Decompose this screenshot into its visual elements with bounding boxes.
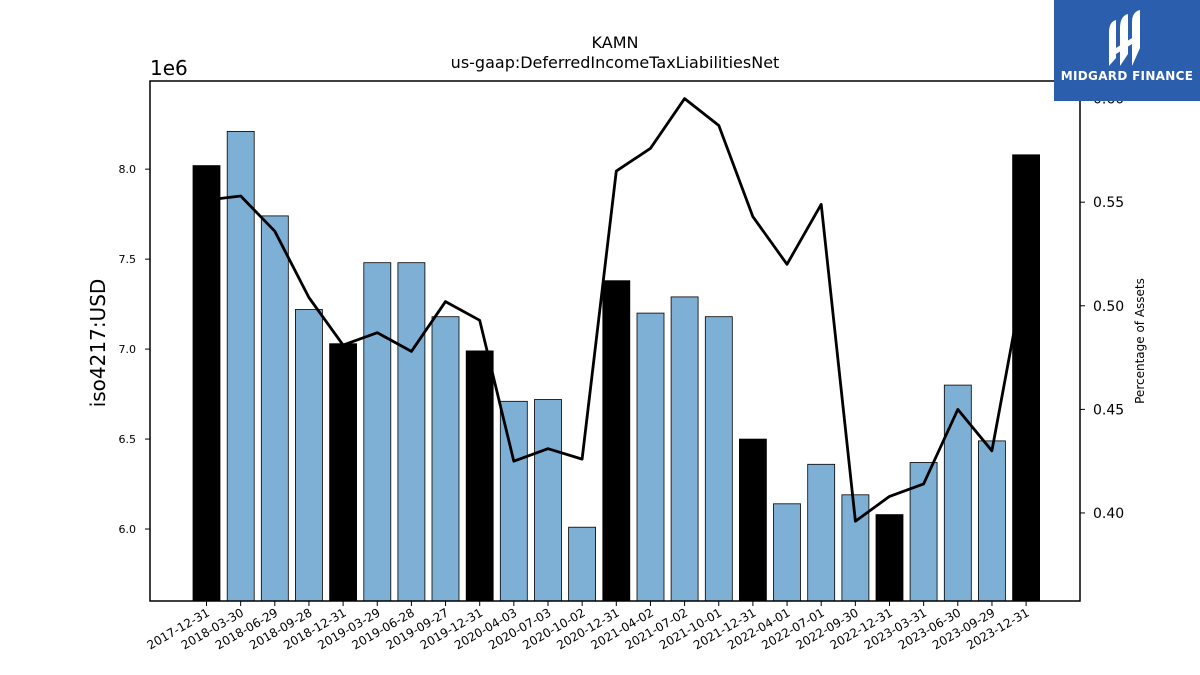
y2-tick-label: 0.40 xyxy=(1093,506,1124,522)
bar xyxy=(499,400,528,602)
bar xyxy=(773,503,801,602)
y2-tick-label: 0.50 xyxy=(1093,299,1124,315)
y-axis-label: iso4217:USD xyxy=(86,279,110,408)
y2-axis-label: Percentage of Assets xyxy=(1133,278,1147,404)
bar xyxy=(431,316,460,602)
bar xyxy=(943,384,972,602)
bar xyxy=(294,309,323,602)
bar xyxy=(397,262,426,602)
y-tick-label: 6.5 xyxy=(119,433,137,446)
y-tick-label: 6.0 xyxy=(119,523,137,536)
y2-tick-label: 0.55 xyxy=(1093,195,1124,211)
bar xyxy=(636,312,665,602)
bar xyxy=(192,165,221,602)
bar xyxy=(909,462,938,602)
y-tick-label: 7.0 xyxy=(119,343,137,356)
bar-series xyxy=(192,130,1040,602)
bar xyxy=(807,463,836,602)
bar xyxy=(226,130,255,602)
bar xyxy=(465,350,494,602)
bar xyxy=(875,514,904,602)
line-series xyxy=(206,97,1028,523)
logo-text: MIDGARD FINANCE xyxy=(1060,69,1194,83)
midgard-finance-logo: MIDGARD FINANCE xyxy=(1054,0,1200,101)
percentage-line xyxy=(206,97,1028,523)
bar xyxy=(534,399,562,602)
logo-icon xyxy=(1109,10,1140,66)
y-tick-label: 7.5 xyxy=(119,253,137,266)
bar xyxy=(602,280,631,602)
bar xyxy=(704,316,733,602)
bar xyxy=(739,438,767,602)
bar xyxy=(260,215,289,602)
bar xyxy=(329,343,358,602)
chart-subtitle: us-gaap:DeferredIncomeTaxLiabilitiesNet xyxy=(451,53,780,72)
plot-frame xyxy=(149,80,1081,602)
y-offset-label: 1e6 xyxy=(150,56,188,80)
y2-tick-label: 0.45 xyxy=(1093,402,1124,418)
bar xyxy=(568,526,596,602)
bar xyxy=(978,440,1006,602)
chart-title: KAMN xyxy=(592,33,639,52)
y-tick-label: 8.0 xyxy=(119,163,137,176)
bar xyxy=(1012,154,1040,602)
bar xyxy=(670,296,699,602)
bar xyxy=(363,262,392,602)
